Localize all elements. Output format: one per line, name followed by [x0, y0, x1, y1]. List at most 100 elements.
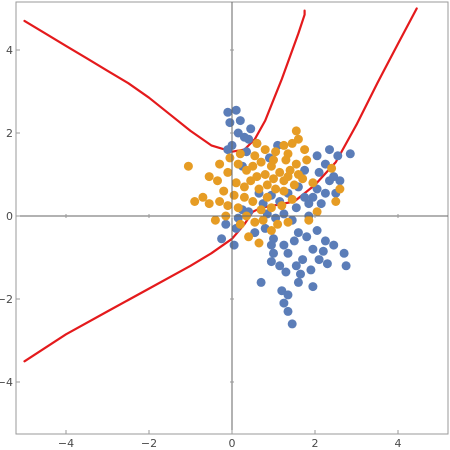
- scatter-point-orange-46: [215, 159, 225, 169]
- ticks-layer: −4 −2 0 2 4 −4 −2 0 2 4: [0, 44, 402, 450]
- scatter-point-orange-51: [183, 161, 193, 171]
- decision-boundary-layer: [23, 7, 418, 363]
- x-tick-label: −2: [141, 437, 157, 450]
- scatter-point-orange-53: [215, 197, 225, 206]
- scatter-point-orange-54: [223, 201, 233, 211]
- scatter-point-blue-56: [302, 232, 312, 242]
- scatter-point-orange-55: [233, 203, 243, 213]
- scatter-point-orange-21: [289, 180, 299, 190]
- y-tick-label: 0: [6, 210, 13, 223]
- scatter-point-orange-72: [283, 172, 293, 182]
- scatter-point-orange-41: [239, 192, 249, 202]
- scatter-point-blue-80: [283, 306, 293, 316]
- scatter-point-blue-33: [304, 199, 314, 209]
- scatter-point-blue-61: [329, 240, 339, 250]
- scatter-point-orange-18: [302, 155, 312, 165]
- scatter-point-orange-60: [283, 217, 293, 227]
- scatter-point-blue-19: [312, 151, 322, 161]
- scatter-point-orange-70: [335, 184, 345, 194]
- scatter-point-blue-17: [333, 151, 343, 161]
- scatter-point-orange-8: [281, 155, 291, 165]
- scatter-point-blue-59: [308, 244, 318, 254]
- scatter-point-orange-48: [235, 149, 245, 159]
- scatter-point-orange-3: [287, 138, 297, 148]
- scatter-point-orange-37: [277, 201, 287, 211]
- scatter-point-orange-74: [252, 138, 262, 148]
- y-tick-label: −2: [0, 293, 13, 306]
- scatter-point-orange-69: [331, 197, 341, 206]
- scatter-point-blue-69: [266, 240, 276, 250]
- scatter-point-orange-50: [190, 197, 200, 206]
- scatter-point-blue-4: [235, 116, 245, 126]
- scatter-point-blue-8: [244, 134, 254, 144]
- scatter-point-blue-66: [298, 255, 308, 265]
- x-tick-label: 2: [312, 437, 319, 450]
- scatter-point-orange-7: [291, 159, 301, 169]
- points-layer: [183, 105, 355, 329]
- scatter-point-blue-74: [306, 265, 316, 275]
- scatter-point-orange-30: [239, 182, 249, 192]
- scatter-point-orange-52: [204, 199, 214, 209]
- scatter-point-blue-49: [217, 234, 227, 244]
- scatter-point-blue-16: [325, 145, 334, 155]
- scatter-point-blue-18: [345, 149, 355, 159]
- scatter-point-blue-32: [291, 203, 301, 213]
- scatter-point-orange-66: [266, 226, 276, 235]
- scatter-point-orange-12: [256, 157, 266, 167]
- scatter-point-blue-10: [223, 145, 233, 155]
- scatter-point-orange-36: [287, 194, 297, 204]
- scatter-point-blue-76: [256, 277, 266, 287]
- scatter-point-blue-63: [314, 255, 324, 265]
- scatter-point-orange-23: [269, 174, 278, 184]
- scatter-point-orange-33: [262, 180, 272, 190]
- decision-boundary-curve-2: [23, 7, 418, 363]
- scatter-point-orange-45: [204, 172, 214, 182]
- scatter-point-orange-27: [233, 159, 243, 169]
- scatter-point-orange-35: [279, 186, 289, 196]
- y-tick-label: 2: [6, 127, 13, 140]
- scatter-point-blue-34: [316, 199, 326, 209]
- scatter-point-blue-27: [320, 188, 330, 198]
- scatter-point-orange-32: [254, 184, 264, 194]
- scatter-point-orange-39: [256, 205, 266, 215]
- scatter-point-blue-60: [318, 246, 328, 256]
- x-tick-label: 4: [395, 437, 402, 450]
- scatter-point-orange-11: [250, 151, 260, 161]
- scatter-point-blue-54: [279, 240, 289, 250]
- scatter-point-blue-47: [221, 219, 231, 229]
- scatter-point-orange-1: [291, 126, 301, 136]
- scatter-point-orange-58: [258, 215, 268, 225]
- scatter-point-orange-42: [229, 190, 239, 200]
- scatter-point-blue-70: [266, 257, 276, 267]
- scatter-point-blue-67: [283, 248, 293, 258]
- scatter-point-orange-47: [225, 153, 235, 163]
- scatter-point-blue-81: [287, 319, 297, 329]
- scatter-point-orange-44: [213, 176, 222, 186]
- scatter-point-blue-64: [322, 259, 332, 269]
- scatter-point-orange-40: [248, 197, 258, 206]
- scatter-point-orange-71: [327, 163, 337, 173]
- scatter-point-orange-49: [198, 192, 208, 202]
- scatter-point-blue-73: [296, 269, 305, 279]
- scatter-point-orange-43: [219, 186, 229, 196]
- scatter-point-orange-28: [223, 167, 233, 177]
- scatter-point-orange-24: [260, 170, 270, 179]
- scatter-point-orange-29: [231, 178, 241, 188]
- scatter-point-blue-68: [291, 261, 301, 271]
- scatter-point-blue-50: [229, 240, 239, 250]
- x-tick-label: −4: [58, 437, 74, 450]
- scatter-point-blue-71: [275, 261, 285, 271]
- scatter-point-blue-57: [312, 226, 322, 235]
- scatter-point-blue-75: [293, 277, 303, 287]
- x-tick-label: 0: [229, 437, 236, 450]
- scatter-point-orange-59: [273, 219, 283, 229]
- decision-boundary-curve-1: [23, 9, 306, 153]
- scatter-point-blue-3: [225, 118, 235, 128]
- scatter-point-blue-12: [246, 124, 256, 134]
- scatter-point-orange-65: [254, 238, 264, 248]
- scatter-point-orange-10: [260, 145, 270, 155]
- scatter-point-orange-20: [308, 178, 318, 188]
- scatter-point-orange-75: [262, 192, 272, 202]
- scatter-point-orange-64: [244, 232, 254, 242]
